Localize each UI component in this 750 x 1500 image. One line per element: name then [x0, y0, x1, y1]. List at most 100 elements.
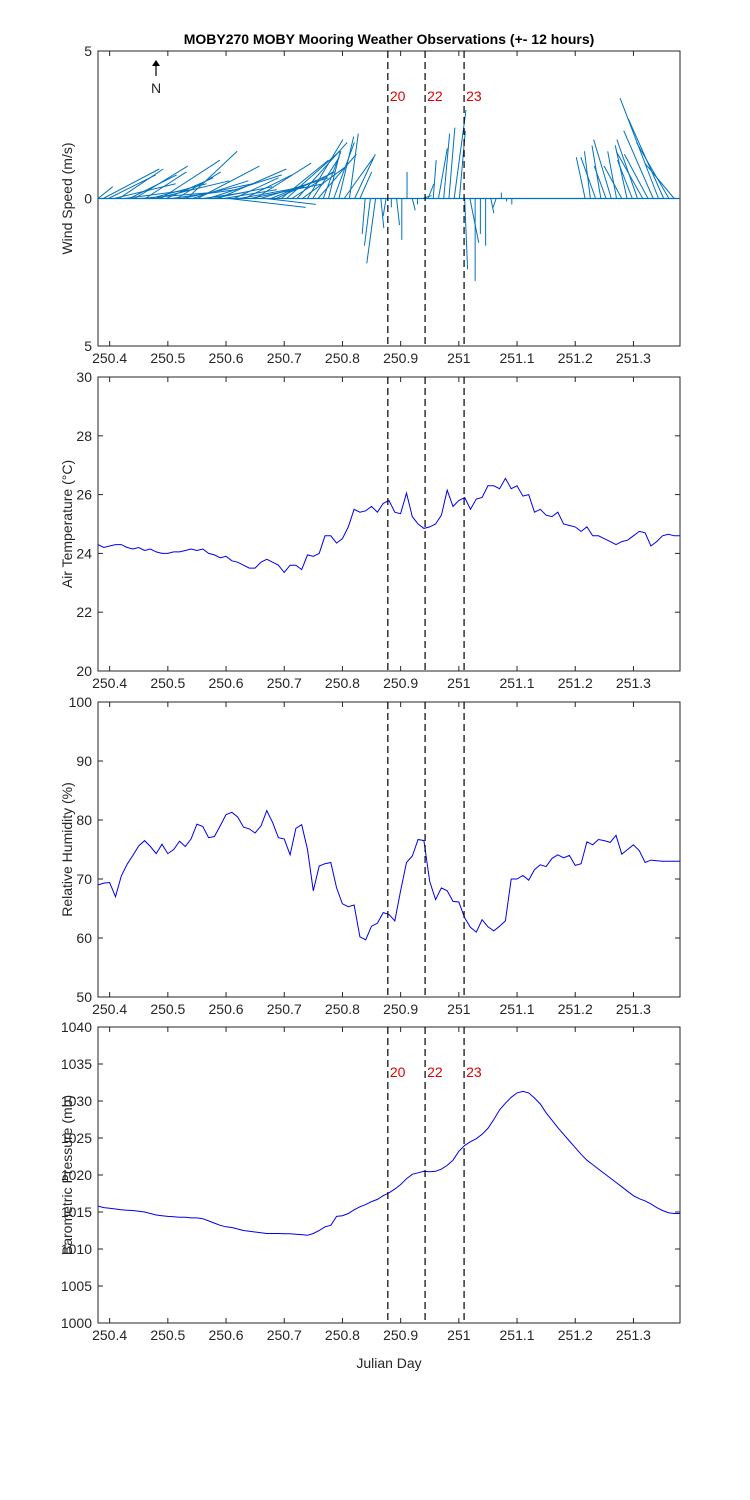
y-tick-label: 90	[76, 753, 92, 769]
x-tick-label: 251.1	[500, 350, 535, 366]
panel-wind: 250.4 250.5 250.6 250.7 250.8 250.9 251 251.1 25…	[59, 43, 681, 366]
x-tick-label: 251	[447, 675, 471, 691]
wind-vector	[361, 198, 366, 234]
wind-vector	[437, 148, 448, 199]
wind-vector	[160, 159, 221, 199]
series-line-humidity	[98, 809, 680, 941]
wind-vector	[411, 198, 416, 211]
wind-vector	[223, 189, 277, 199]
wind-vector	[448, 127, 456, 199]
y-tick-label: 70	[76, 871, 92, 887]
x-tick-label: 250.5	[150, 350, 185, 366]
x-tick-label: 250.5	[150, 675, 185, 691]
y-tick-label: 28	[76, 428, 92, 444]
wind-vector	[254, 162, 312, 199]
y-tick-label: 100	[69, 694, 93, 710]
wind-vector	[244, 174, 293, 199]
wind-vector	[593, 139, 612, 199]
y-tick-label: 1010	[61, 1241, 92, 1257]
x-tick-label: 251.2	[558, 675, 593, 691]
wind-vector	[607, 151, 618, 199]
panel-pressure: 250.4 250.5 250.6 250.7 250.8 250.9 251 251.1 25…	[59, 1019, 681, 1343]
event-label: 20	[390, 1064, 406, 1080]
wind-vector	[575, 157, 586, 199]
data-layer-humidity	[98, 809, 680, 941]
wind-vector	[636, 142, 670, 199]
y-tick-label: 1005	[61, 1278, 92, 1294]
wind-vector	[490, 198, 495, 214]
wind-vector	[98, 186, 114, 199]
wind-vector	[176, 171, 222, 199]
x-tick-label: 250.6	[209, 350, 244, 366]
y-tick-label: 1030	[61, 1093, 92, 1109]
data-layer-wind	[98, 98, 680, 282]
wind-vector	[218, 168, 287, 199]
x-tick-label: 250.7	[267, 675, 302, 691]
wind-vector	[453, 109, 467, 199]
wind-vector	[593, 165, 607, 199]
y-tick-label: 1025	[61, 1130, 92, 1146]
wind-vector	[338, 136, 355, 199]
wind-vector	[192, 180, 249, 199]
wind-vector	[422, 195, 432, 199]
axes-box-temp	[97, 376, 681, 672]
x-tick-label: 251.3	[616, 675, 651, 691]
north-arrowhead-icon	[152, 60, 160, 66]
chart-title: MOBY270 MOBY Mooring Weather Observation…	[184, 31, 595, 47]
wind-vector	[382, 198, 387, 217]
wind-vector	[307, 139, 344, 199]
panel-temp: 250.4 250.5 250.6 250.7 250.8 250.9 251 251.1 25…	[59, 369, 681, 691]
x-tick-label: 250.5	[150, 1327, 185, 1343]
y-tick-label: 5	[84, 43, 92, 59]
y-axis-label: Barometric Pressure (mb)	[59, 1095, 75, 1255]
wind-vector	[301, 165, 347, 199]
wind-vector	[281, 159, 329, 199]
y-axis-label: Air Temperature (°C)	[59, 460, 75, 588]
x-tick-label: 250.4	[92, 1001, 127, 1017]
wind-vector	[443, 133, 451, 199]
event-label: 20	[390, 88, 406, 104]
x-tick-label: 250.7	[267, 350, 302, 366]
wind-vector	[354, 154, 376, 199]
wind-vector	[603, 165, 623, 199]
axes-box-humidity	[97, 701, 681, 998]
y-tick-label: 24	[76, 545, 92, 561]
x-tick-label: 250.9	[383, 675, 418, 691]
wind-vector	[186, 150, 238, 199]
wind-vector	[492, 198, 497, 208]
event-label: 23	[466, 1064, 482, 1080]
x-tick-label: 250.7	[267, 1001, 302, 1017]
x-tick-label: 250.8	[325, 350, 360, 366]
x-tick-label: 251.2	[558, 1327, 593, 1343]
event-label: 22	[427, 88, 443, 104]
wind-vector	[317, 153, 357, 199]
wind-vector	[464, 198, 469, 270]
wind-vector	[615, 151, 644, 199]
y-axis-label: Relative Humidity (%)	[59, 782, 75, 917]
x-tick-label: 250.4	[92, 350, 127, 366]
y-axis-label: Wind Speed (m/s)	[59, 142, 75, 254]
wind-vector	[432, 160, 437, 199]
x-tick-label: 251.1	[500, 675, 535, 691]
wind-vector	[469, 198, 480, 243]
x-tick-label: 251	[447, 350, 471, 366]
wind-vector	[327, 151, 341, 199]
y-tick-label: 1035	[61, 1056, 92, 1072]
y-tick-label: 1020	[61, 1167, 92, 1183]
wind-vector	[103, 168, 160, 199]
series-line-temp	[98, 477, 680, 574]
x-tick-label: 251.3	[616, 1327, 651, 1343]
panels-group: 250.4 250.5 250.6 250.7 250.8 250.9 251 251.1 25…	[59, 43, 681, 1343]
x-tick-label: 250.4	[92, 675, 127, 691]
x-tick-label: 251.3	[616, 1001, 651, 1017]
y-tick-label: 26	[76, 487, 92, 503]
wind-vector	[144, 171, 187, 199]
wind-vector	[155, 180, 230, 199]
wind-vector	[275, 171, 336, 199]
wind-vector	[359, 171, 373, 199]
x-axis-label: Julian Day	[356, 1355, 421, 1371]
wind-vector	[619, 98, 659, 199]
x-tick-label: 250.6	[209, 675, 244, 691]
